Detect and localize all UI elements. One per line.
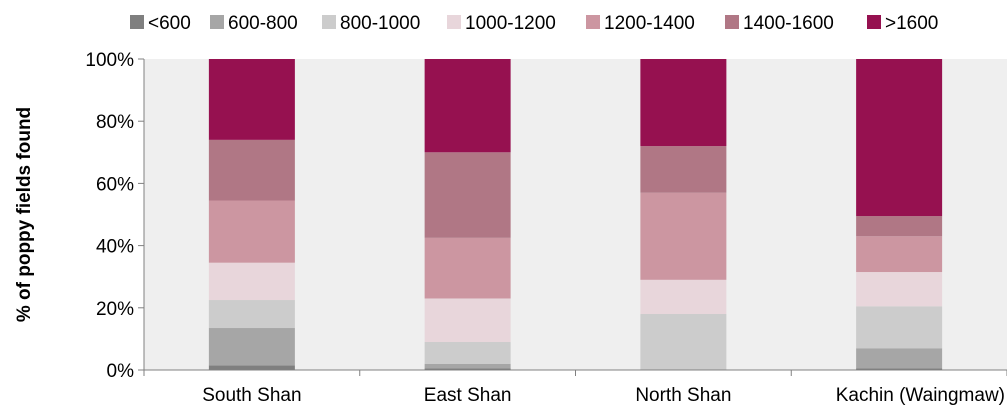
bar-segment-2-4 [424,298,511,343]
bar-segment-4-7 [856,59,943,217]
bar-segment-4-3 [856,306,943,349]
legend-label: 600-800 [228,13,298,34]
bar-segment-3-6 [640,146,727,193]
y-tick-label: 60% [96,174,134,195]
bar-segment-1-2 [208,328,295,366]
legend-swatch [210,15,224,29]
legend-label: 1200-1400 [604,13,695,34]
bar-segment-3-3 [640,314,727,370]
bar-segment-2-3 [424,342,511,364]
bar-segment-4-4 [856,272,943,307]
x-tick-label: North Shan [635,385,731,406]
bar-segment-4-2 [856,348,943,369]
bar-segment-2-7 [424,59,511,153]
legend-swatch [447,15,461,29]
legend-label: 1000-1200 [465,13,556,34]
legend-label: 800-1000 [340,13,420,34]
bar-segment-1-7 [208,59,295,140]
legend-swatch [130,15,144,29]
x-tick-label: South Shan [202,385,301,406]
bar-segment-1-3 [208,300,295,329]
bar-segment-1-6 [208,139,295,201]
bar-segment-3-7 [640,59,727,147]
bar-segment-1-1 [208,365,295,370]
x-tick-label: East Shan [424,385,512,406]
bar-segment-3-4 [640,279,727,315]
legend-label: >1600 [885,13,938,34]
x-axis-ticks: South Shan East Shan North Shan Kachin (Wai… [143,370,1007,406]
legend-swatch [725,15,739,29]
y-tick-label: 40% [96,237,134,258]
bar-segment-4-5 [856,236,943,273]
bar-segment-1-5 [208,200,295,263]
legend-swatch [322,15,336,29]
y-axis-label: % of poppy fields found [14,107,35,322]
bar-segment-2-5 [424,237,511,299]
y-tick-label: 100% [85,50,134,71]
legend-label: 1400-1600 [743,13,834,34]
y-axis-ticks: 0% 20% 40% 60% 80% 100% [85,50,144,382]
legend: <600 600-800 800-1000 1000-1200 1200-1400 140… [130,13,938,34]
bar-segment-1-4 [208,262,295,301]
y-tick-label: 0% [107,361,135,382]
legend-swatch [586,15,600,29]
bar-segment-3-5 [640,192,727,280]
legend-swatch [867,15,881,29]
legend-label: <600 [148,13,191,34]
bar-segment-4-1 [856,368,943,370]
x-tick-label: Kachin (Waingmaw) [836,385,1005,406]
y-tick-label: 20% [96,299,134,320]
bar-segment-4-6 [856,216,943,237]
bars [208,59,943,370]
y-tick-label: 80% [96,112,134,133]
bar-segment-2-2 [424,363,511,369]
bar-segment-2-6 [424,152,511,238]
bar-segment-2-1 [424,368,511,370]
